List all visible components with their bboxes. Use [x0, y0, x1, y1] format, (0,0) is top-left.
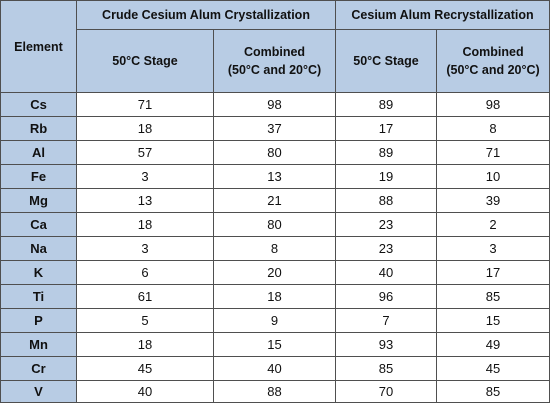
value-cell: 45 — [436, 356, 550, 381]
table-header: Element Crude Cesium Alum Crystallizatio… — [0, 0, 550, 93]
value-cell: 39 — [436, 188, 550, 213]
value-cell: 80 — [212, 212, 337, 237]
group-header-recrystallization: Cesium Alum Recrystallization — [335, 0, 550, 30]
table-row: Fe 3 13 19 10 — [0, 164, 550, 189]
value-cell: 7 — [335, 308, 438, 333]
value-cell: 9 — [212, 308, 337, 333]
table-row: P 5 9 7 15 — [0, 308, 550, 333]
table-row: Rb 18 37 17 8 — [0, 116, 550, 141]
value-cell: 98 — [212, 92, 337, 117]
value-cell: 93 — [335, 332, 438, 357]
value-cell: 3 — [436, 236, 550, 261]
value-cell: 89 — [335, 92, 438, 117]
table-row: Cs 71 98 89 98 — [0, 92, 550, 117]
subheader-line1: Combined — [462, 45, 524, 59]
value-cell: 2 — [436, 212, 550, 237]
value-cell: 3 — [76, 164, 214, 189]
value-cell: 13 — [212, 164, 337, 189]
table-row: V 40 88 70 85 — [0, 380, 550, 403]
value-cell: 20 — [212, 260, 337, 285]
element-cell: Rb — [0, 116, 77, 141]
group-header-crude: Crude Cesium Alum Crystallization — [75, 0, 337, 30]
subheader-line1: 50°C Stage — [353, 54, 419, 68]
value-cell: 37 — [212, 116, 337, 141]
value-cell: 49 — [436, 332, 550, 357]
element-cell: Ca — [0, 212, 77, 237]
value-cell: 5 — [76, 308, 214, 333]
value-cell: 88 — [212, 380, 337, 403]
value-cell: 98 — [436, 92, 550, 117]
value-cell: 57 — [76, 140, 214, 165]
element-cell: Mn — [0, 332, 77, 357]
value-cell: 3 — [76, 236, 214, 261]
value-cell: 19 — [335, 164, 438, 189]
value-cell: 8 — [212, 236, 337, 261]
value-cell: 15 — [212, 332, 337, 357]
subheader-crude-combined: Combined (50°C and 20°C) — [212, 29, 337, 93]
element-cell: Cs — [0, 92, 77, 117]
element-cell: Mg — [0, 188, 77, 213]
value-cell: 6 — [76, 260, 214, 285]
subheader-recryst-50c: 50°C Stage — [335, 29, 438, 93]
value-cell: 40 — [335, 260, 438, 285]
table-row: Mn 18 15 93 49 — [0, 332, 550, 357]
value-cell: 15 — [436, 308, 550, 333]
element-cell: Na — [0, 236, 77, 261]
value-cell: 17 — [436, 260, 550, 285]
subheader-line1: 50°C Stage — [112, 54, 178, 68]
value-cell: 88 — [335, 188, 438, 213]
subheader-line2: (50°C and 20°C) — [446, 63, 540, 77]
value-cell: 40 — [212, 356, 337, 381]
value-cell: 85 — [335, 356, 438, 381]
element-cell: V — [0, 380, 77, 403]
table-row: Ti 61 18 96 85 — [0, 284, 550, 309]
value-cell: 96 — [335, 284, 438, 309]
value-cell: 18 — [76, 116, 214, 141]
element-cell: P — [0, 308, 77, 333]
element-cell: Ti — [0, 284, 77, 309]
value-cell: 21 — [212, 188, 337, 213]
value-cell: 71 — [436, 140, 550, 165]
value-cell: 18 — [212, 284, 337, 309]
value-cell: 70 — [335, 380, 438, 403]
header-row-stages: 50°C Stage Combined (50°C and 20°C) 50°C… — [1, 29, 550, 93]
value-cell: 18 — [76, 332, 214, 357]
subheader-recryst-combined: Combined (50°C and 20°C) — [436, 29, 550, 93]
value-cell: 40 — [76, 380, 214, 403]
value-cell: 45 — [76, 356, 214, 381]
header-row-groups: Element Crude Cesium Alum Crystallizatio… — [0, 0, 550, 93]
value-cell: 71 — [76, 92, 214, 117]
subheader-line1: Combined — [243, 45, 306, 59]
table-row: Mg 13 21 88 39 — [0, 188, 550, 213]
value-cell: 8 — [436, 116, 550, 141]
table-row: K 6 20 40 17 — [0, 260, 550, 285]
value-cell: 10 — [436, 164, 550, 189]
table-row: Na 3 8 23 3 — [0, 236, 550, 261]
value-cell: 85 — [436, 380, 550, 403]
element-cell: Cr — [0, 356, 77, 381]
table-row: Ca 18 80 23 2 — [0, 212, 550, 237]
subheader-crude-50c: 50°C Stage — [76, 29, 214, 93]
table-row: Al 57 80 89 71 — [0, 140, 550, 165]
value-cell: 17 — [335, 116, 438, 141]
element-cell: K — [0, 260, 77, 285]
value-cell: 85 — [436, 284, 550, 309]
element-cell: Fe — [0, 164, 77, 189]
subheader-line2: (50°C and 20°C) — [227, 63, 322, 77]
value-cell: 13 — [76, 188, 214, 213]
value-cell: 18 — [76, 212, 214, 237]
element-column-header: Element — [0, 0, 77, 93]
value-cell: 23 — [335, 212, 438, 237]
value-cell: 61 — [76, 284, 214, 309]
value-cell: 23 — [335, 236, 438, 261]
table-body: Cs 71 98 89 98 Rb 18 37 17 8 Al 57 80 89 71 Fe 3 13 19 10 Mg… — [0, 92, 550, 403]
value-cell: 89 — [335, 140, 438, 165]
value-cell: 80 — [212, 140, 337, 165]
element-cell: Al — [0, 140, 77, 165]
table-row: Cr 45 40 85 45 — [0, 356, 550, 381]
